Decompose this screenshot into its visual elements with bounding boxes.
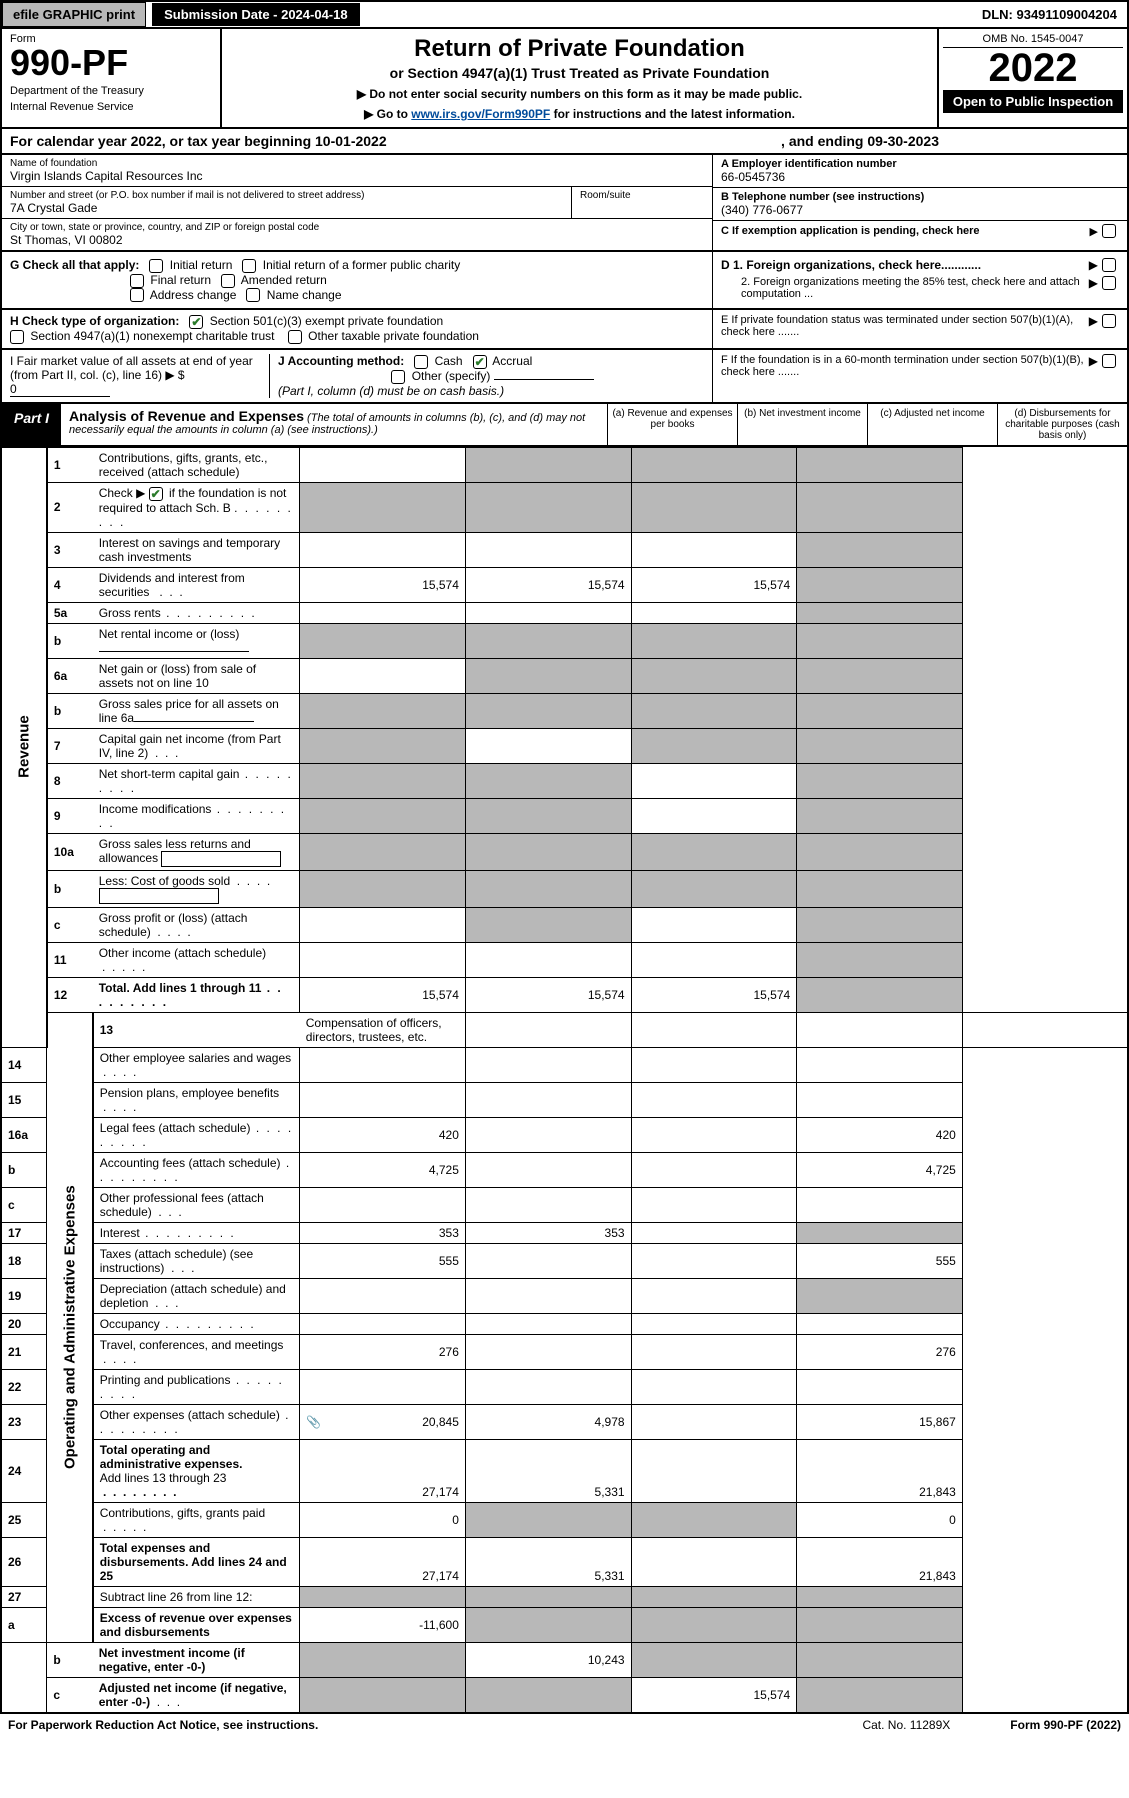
city-label: City or town, state or province, country… [10, 222, 704, 233]
h-label: H Check type of organization: [10, 314, 179, 328]
name-change-checkbox[interactable] [246, 288, 260, 302]
section-g-d: G Check all that apply: Initial return I… [0, 252, 1129, 310]
e-label: E If private foundation status was termi… [721, 314, 1085, 344]
cal-year-end: , and ending 09-30-2023 [781, 133, 939, 149]
calendar-year-row: For calendar year 2022, or tax year begi… [0, 129, 1129, 155]
schb-checkbox[interactable] [149, 487, 163, 501]
top-bar: efile GRAPHIC print Submission Date - 20… [0, 0, 1129, 29]
open-inspection: Open to Public Inspection [943, 90, 1123, 113]
f-label: F If the foundation is in a 60-month ter… [721, 354, 1085, 398]
form-title-block: Return of Private Foundation or Section … [222, 29, 937, 127]
foreign-org-checkbox[interactable] [1102, 258, 1116, 272]
part-title-block: Analysis of Revenue and Expenses (The to… [61, 404, 607, 445]
efile-button[interactable]: efile GRAPHIC print [2, 2, 146, 27]
terminated-checkbox[interactable] [1102, 314, 1116, 328]
form-number: 990-PF [10, 45, 212, 81]
section-ij-f: I Fair market value of all assets at end… [0, 350, 1129, 404]
part1-cash-note: (Part I, column (d) must be on cash basi… [278, 384, 504, 398]
revenue-side-label: Revenue [1, 447, 47, 1047]
4947-checkbox[interactable] [10, 330, 24, 344]
pra-notice: For Paperwork Reduction Act Notice, see … [8, 1718, 318, 1732]
pending-checkbox[interactable] [1102, 224, 1116, 238]
j-label: J Accounting method: [278, 354, 404, 368]
col-b-head: (b) Net investment income [737, 404, 867, 445]
part-1-header: Part I Analysis of Revenue and Expenses … [0, 404, 1129, 447]
fmv-value: 0 [10, 382, 110, 397]
other-taxable-checkbox[interactable] [288, 330, 302, 344]
irs-label: Internal Revenue Service [10, 101, 212, 113]
form-note-2: ▶ Go to www.irs.gov/Form990PF for instru… [232, 107, 927, 121]
address-change-checkbox[interactable] [130, 288, 144, 302]
col-a-head: (a) Revenue and expenses per books [607, 404, 737, 445]
final-return-checkbox[interactable] [130, 274, 144, 288]
amended-return-checkbox[interactable] [221, 274, 235, 288]
form-header: Form 990-PF Department of the Treasury I… [0, 29, 1129, 129]
form-title: Return of Private Foundation [232, 35, 927, 63]
submission-date: Submission Date - 2024-04-18 [152, 3, 360, 26]
name-label: Name of foundation [10, 158, 704, 169]
501c3-checkbox[interactable] [189, 315, 203, 329]
phone-value: (340) 776-0677 [721, 203, 1119, 217]
attachment-icon[interactable]: 📎 [306, 1415, 321, 1429]
addr-label: Number and street (or P.O. box number if… [10, 190, 563, 201]
foundation-name: Virgin Islands Capital Resources Inc [10, 169, 704, 183]
cash-checkbox[interactable] [414, 355, 428, 369]
part-label: Part I [2, 404, 61, 445]
form990pf-link[interactable]: www.irs.gov/Form990PF [411, 107, 550, 121]
dln-number: DLN: 93491109004204 [972, 3, 1127, 26]
cal-year-begin: For calendar year 2022, or tax year begi… [10, 133, 387, 149]
60month-checkbox[interactable] [1102, 354, 1116, 368]
form-id-block: Form 990-PF Department of the Treasury I… [2, 29, 222, 127]
g-label: G Check all that apply: [10, 258, 139, 272]
ein-value: 66-0545736 [721, 170, 1119, 184]
dept-treasury: Department of the Treasury [10, 85, 212, 97]
form-note-1: ▶ Do not enter social security numbers o… [232, 87, 927, 101]
form-footer: Form 990-PF (2022) [1010, 1718, 1121, 1732]
page-footer: For Paperwork Reduction Act Notice, see … [0, 1714, 1129, 1736]
year-block: OMB No. 1545-0047 2022 Open to Public In… [937, 29, 1127, 127]
other-method-checkbox[interactable] [391, 370, 405, 384]
expenses-side-label: Operating and Administrative Expenses [47, 1012, 93, 1642]
i-label: I Fair market value of all assets at end… [10, 354, 253, 382]
city-state-zip: St Thomas, VI 00802 [10, 233, 704, 247]
ein-label: A Employer identification number [721, 158, 1119, 170]
form-subtitle: or Section 4947(a)(1) Trust Treated as P… [232, 65, 927, 81]
col-d-head: (d) Disbursements for charitable purpose… [997, 404, 1127, 445]
arrow-icon: ▶ [1090, 225, 1098, 238]
d1-label: D 1. Foreign organizations, check here..… [721, 258, 1085, 272]
phone-label: B Telephone number (see instructions) [721, 191, 1119, 203]
foreign-85-checkbox[interactable] [1102, 276, 1116, 290]
d2-label: 2. Foreign organizations meeting the 85%… [721, 276, 1085, 300]
part1-table: Revenue 1Contributions, gifts, grants, e… [0, 447, 1129, 1714]
entity-info: Name of foundation Virgin Islands Capita… [0, 155, 1129, 252]
cat-number: Cat. No. 11289X [862, 1718, 950, 1732]
room-label: Room/suite [580, 190, 704, 201]
accrual-checkbox[interactable] [473, 355, 487, 369]
tax-year: 2022 [943, 48, 1123, 88]
initial-former-checkbox[interactable] [242, 259, 256, 273]
col-c-head: (c) Adjusted net income [867, 404, 997, 445]
street-address: 7A Crystal Gade [10, 201, 563, 215]
initial-return-checkbox[interactable] [149, 259, 163, 273]
pending-label: C If exemption application is pending, c… [721, 225, 1086, 237]
section-h-e: H Check type of organization: Section 50… [0, 310, 1129, 350]
